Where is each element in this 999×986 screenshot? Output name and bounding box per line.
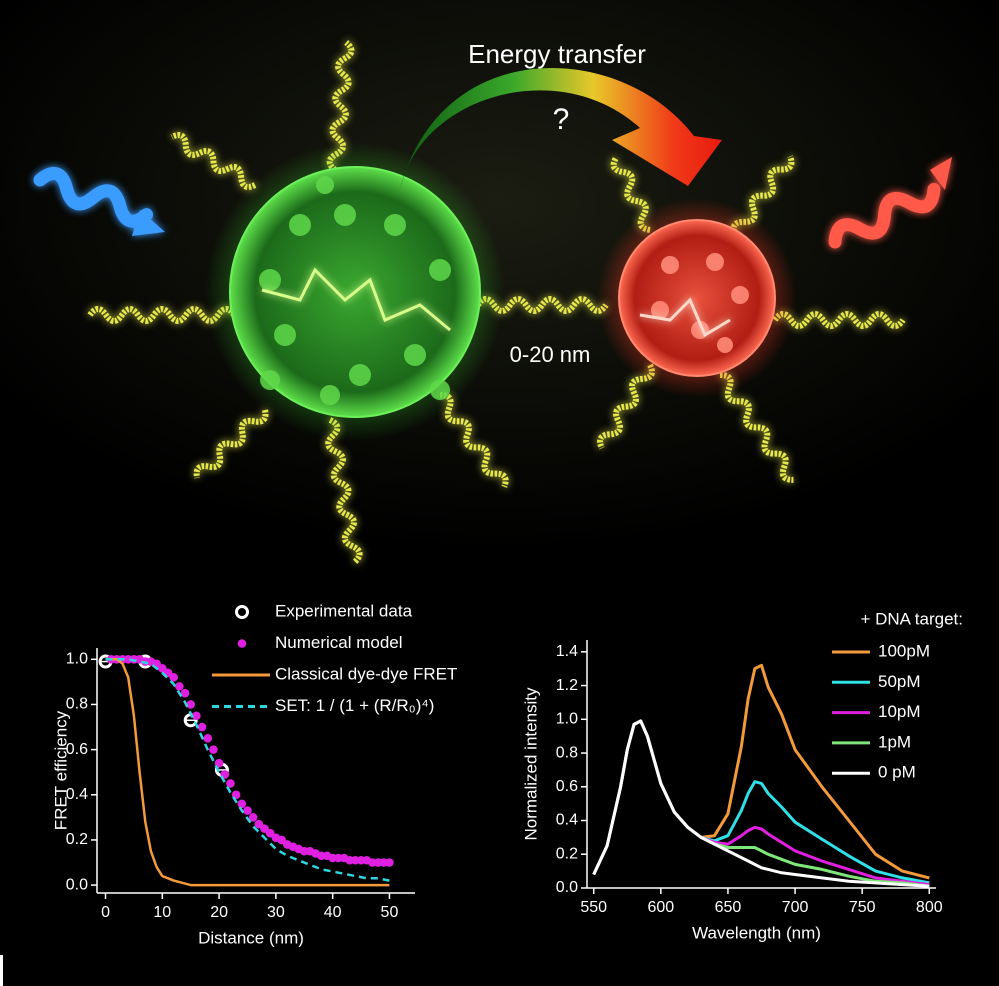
legend-title: + DNA target: <box>860 609 963 628</box>
series <box>106 654 394 867</box>
series <box>592 719 930 888</box>
data-point <box>175 682 184 691</box>
y-tick-label: 1.4 <box>556 643 578 660</box>
data-point <box>237 799 247 809</box>
x-axis-label: Wavelength (nm) <box>692 923 821 942</box>
dna-strand <box>610 155 651 233</box>
legend-label: Classical dye-dye FRET <box>275 664 457 683</box>
dna-strand <box>475 296 609 314</box>
legend-swatch <box>237 639 247 648</box>
y-tick-label: 0.2 <box>66 831 88 848</box>
y-tick-label: 0.6 <box>66 741 88 758</box>
question-mark: ? <box>553 103 570 136</box>
excitation-light <box>33 166 165 236</box>
x-tick-label: 40 <box>324 904 342 921</box>
data-point <box>226 779 235 788</box>
y-tick-label: 0.4 <box>66 786 88 803</box>
data-point <box>197 722 207 732</box>
acceptor-energy-path <box>639 297 731 338</box>
transfer-arrow <box>400 67 722 190</box>
dna-strand <box>439 392 509 488</box>
data-point <box>180 688 190 698</box>
y-tick-label: 0.4 <box>556 812 578 829</box>
x-tick-label: 650 <box>715 899 742 916</box>
data-point <box>186 700 195 709</box>
legend-swatch <box>235 605 249 619</box>
data-point <box>385 858 394 867</box>
data-point <box>248 813 258 822</box>
data-point <box>243 806 252 815</box>
illustration-title: Energy transfer <box>468 39 646 69</box>
illustration: Energy transfer ? 0-20 nm <box>0 0 999 580</box>
dna-strand <box>772 311 906 329</box>
dna-strand <box>719 372 794 483</box>
x-tick-label: 50 <box>381 904 399 921</box>
donor-dyes <box>259 176 451 405</box>
x-axis-label: Distance (nm) <box>198 928 304 947</box>
y-tick-label: 0.6 <box>556 778 578 795</box>
edge-mark <box>0 955 3 986</box>
x-tick-label: 0 <box>101 904 110 921</box>
data-point <box>203 734 213 743</box>
data-point <box>169 673 178 682</box>
x-tick-label: 700 <box>782 899 809 916</box>
dna-strand <box>193 409 269 479</box>
data-point <box>192 711 201 721</box>
legend-label: 10pM <box>878 702 921 721</box>
y-tick-label: 1.2 <box>556 677 578 694</box>
series <box>105 658 390 887</box>
y-axis-label: Normalized intensity <box>521 687 540 841</box>
x-tick-label: 750 <box>849 899 876 916</box>
series-line <box>592 719 930 888</box>
legend-label: 100pM <box>878 641 930 660</box>
y-tick-label: 0.0 <box>66 876 88 893</box>
distance-label: 0-20 nm <box>510 342 591 367</box>
dna-strand <box>170 132 257 190</box>
legend-label: 50pM <box>878 672 921 691</box>
dna-strands <box>87 40 906 564</box>
dna-strand <box>325 417 363 564</box>
x-tick-label: 20 <box>210 904 228 921</box>
legend-label: 1pM <box>878 732 911 751</box>
acceptor-nanoparticle <box>618 219 776 377</box>
y-tick-label: 1.0 <box>556 711 578 728</box>
y-tick-label: 0.2 <box>556 845 578 862</box>
x-tick-label: 600 <box>647 899 674 916</box>
data-point <box>209 745 218 754</box>
y-axis-label: FRET efficiency <box>51 710 70 830</box>
x-tick-label: 800 <box>916 899 943 916</box>
series-line <box>105 658 390 887</box>
series-line <box>105 658 390 882</box>
legend-label: Experimental data <box>275 601 413 620</box>
y-tick-label: 1.0 <box>66 651 88 668</box>
legend-label: Numerical model <box>275 633 403 652</box>
legend-label: SET: 1 / (1 + (R/R₀)⁴) <box>275 696 434 715</box>
y-tick-label: 0.0 <box>556 879 578 896</box>
series <box>105 658 390 882</box>
x-tick-label: 30 <box>267 904 285 921</box>
donor-energy-path <box>261 267 451 332</box>
x-tick-label: 550 <box>580 899 607 916</box>
dna-strand <box>326 40 355 173</box>
acceptor-dyes <box>651 253 749 353</box>
y-tick-label: 0.8 <box>66 696 88 713</box>
x-tick-label: 10 <box>153 904 171 921</box>
y-tick-label: 0.8 <box>556 744 578 761</box>
emission-light <box>828 157 952 249</box>
legend-label: 0 pM <box>878 763 916 782</box>
